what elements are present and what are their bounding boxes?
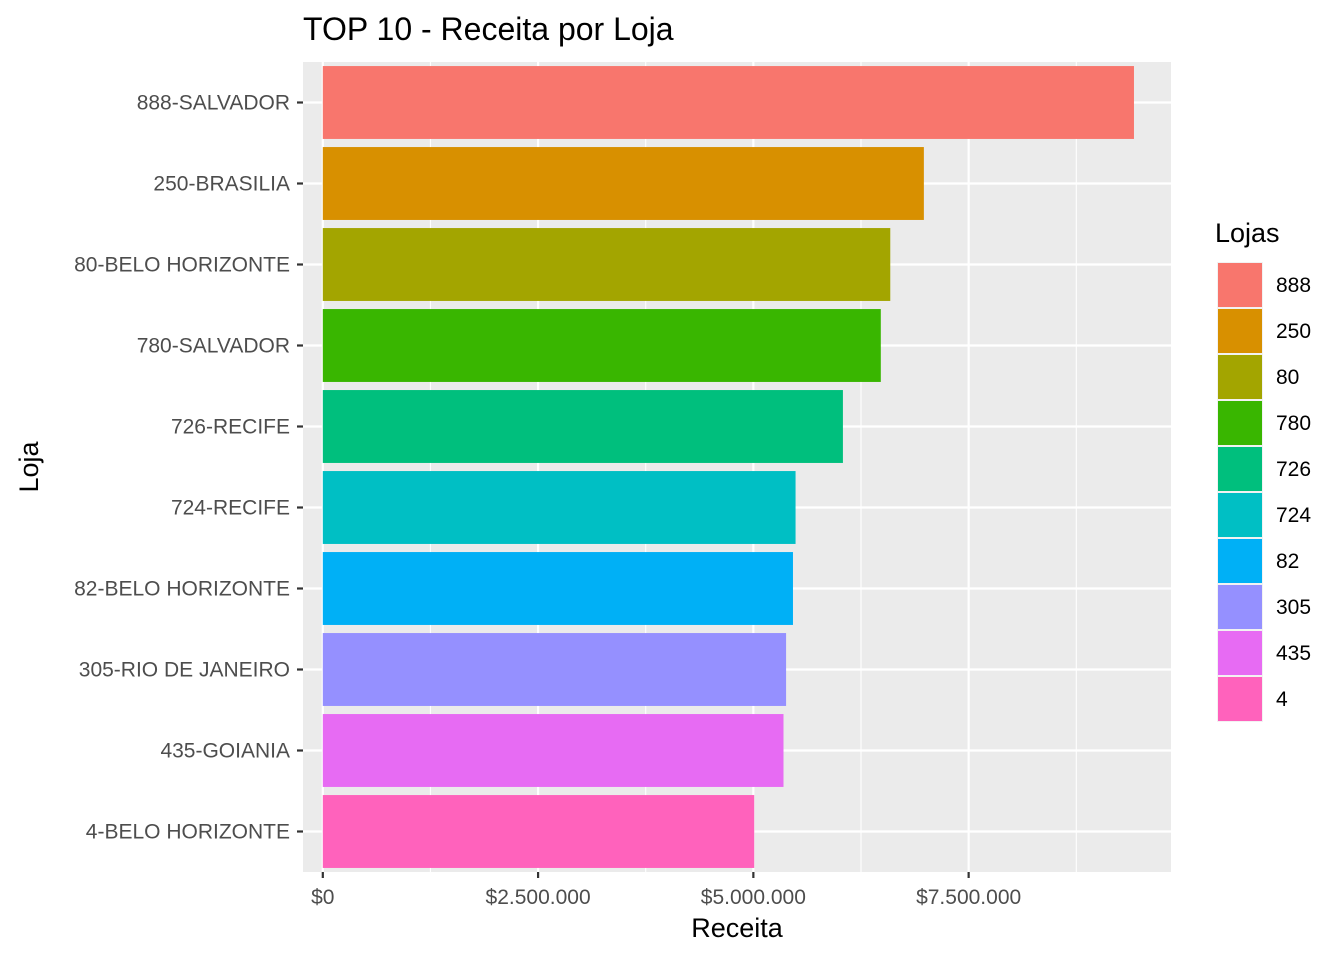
y-axis: 888-SALVADOR 250-BRASILIA 80-BELO HORIZONT…	[74, 92, 303, 844]
bar	[322, 552, 793, 625]
bars	[322, 66, 1134, 868]
legend-label: 888	[1276, 274, 1311, 297]
legend-label: 780	[1276, 412, 1311, 435]
bar	[322, 471, 796, 544]
y-tick-label: 726-RECIFE	[171, 416, 290, 439]
bar	[322, 390, 843, 463]
y-tick-label: 780-SALVADOR	[137, 335, 290, 358]
y-axis-title: Loja	[14, 440, 44, 492]
legend-label: 80	[1276, 366, 1299, 389]
x-tick-label: $5.000.000	[701, 886, 806, 909]
y-tick-label: 80-BELO HORIZONTE	[74, 254, 290, 277]
y-tick-label: 82-BELO HORIZONTE	[74, 578, 290, 601]
bar	[322, 795, 755, 868]
y-tick-label: 305-RIO DE JANEIRO	[79, 659, 290, 682]
bar	[322, 309, 881, 382]
legend-swatch	[1218, 631, 1262, 675]
bar	[322, 633, 787, 706]
y-tick-label: 888-SALVADOR	[137, 92, 290, 115]
bar	[322, 147, 924, 220]
y-tick-label: 724-RECIFE	[171, 497, 290, 520]
legend-label: 305	[1276, 596, 1311, 619]
legend-swatch	[1218, 263, 1262, 307]
legend-title: Lojas	[1215, 218, 1280, 248]
x-axis-title: Receita	[691, 913, 784, 943]
legend-label: 724	[1276, 504, 1311, 527]
bar	[322, 66, 1134, 139]
legend-label: 435	[1276, 642, 1311, 665]
x-tick-label: $0	[311, 886, 334, 909]
legend-label: 4	[1276, 688, 1288, 711]
legend-label: 726	[1276, 458, 1311, 481]
y-tick-label: 435-GOIANIA	[160, 740, 290, 763]
legend-swatch	[1218, 355, 1262, 399]
legend-swatch	[1218, 585, 1262, 629]
x-axis: $0 $2.500.000 $5.000.000 $7.500.000	[311, 872, 1021, 909]
y-tick-label: 250-BRASILIA	[153, 173, 290, 196]
legend-swatch	[1218, 309, 1262, 353]
legend-swatch	[1218, 677, 1262, 721]
legend-swatch	[1218, 493, 1262, 537]
bar	[322, 228, 891, 301]
legend-label: 250	[1276, 320, 1311, 343]
legend-swatch	[1218, 539, 1262, 583]
legend-swatch	[1218, 401, 1262, 445]
legend: Lojas 888 250 80 780 726 724 82 305 435 4	[1215, 218, 1311, 722]
x-tick-label: $2.500.000	[486, 886, 591, 909]
chart-title: TOP 10 - Receita por Loja	[303, 11, 674, 47]
bar	[322, 714, 784, 787]
x-tick-label: $7.500.000	[916, 886, 1021, 909]
y-tick-label: 4-BELO HORIZONTE	[86, 821, 290, 844]
legend-label: 82	[1276, 550, 1299, 573]
legend-swatch	[1218, 447, 1262, 491]
